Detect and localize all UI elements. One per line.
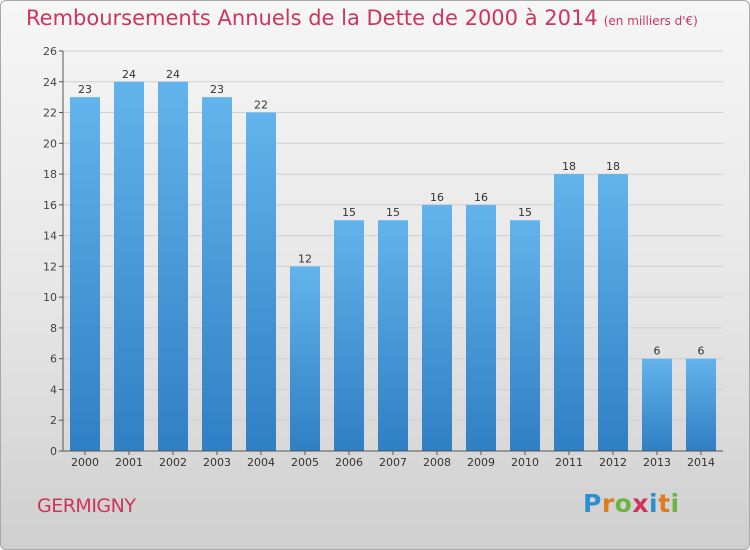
- x-tick-label: 2000: [71, 456, 99, 469]
- bar: [466, 204, 496, 451]
- y-tick-label: 4: [50, 383, 57, 396]
- y-tick-label: 2: [50, 414, 57, 427]
- chart-title-unit: (en milliers d'€): [603, 14, 698, 28]
- x-tick-label: 2001: [115, 456, 143, 469]
- x-tick-label: 2005: [291, 456, 319, 469]
- y-tick-label: 10: [43, 291, 57, 304]
- data-label: 15: [342, 206, 356, 219]
- x-tick-label: 2009: [467, 456, 495, 469]
- data-label: 15: [386, 206, 400, 219]
- y-tick-label: 24: [43, 76, 57, 89]
- x-tick-label: 2003: [203, 456, 231, 469]
- data-label: 15: [518, 206, 532, 219]
- bar: [422, 204, 452, 451]
- bar: [598, 174, 628, 452]
- y-tick-label: 20: [43, 137, 57, 150]
- data-label: 6: [698, 345, 705, 358]
- y-tick-label: 6: [50, 353, 57, 366]
- logo-letter: r: [601, 489, 615, 518]
- y-tick-label: 8: [50, 322, 57, 335]
- y-tick-label: 14: [43, 230, 57, 243]
- data-label: 18: [562, 160, 576, 173]
- y-tick-label: 12: [43, 260, 57, 273]
- proxiti-logo[interactable]: Proxiti: [583, 489, 680, 518]
- x-tick-label: 2012: [599, 456, 627, 469]
- x-tick-label: 2014: [687, 456, 715, 469]
- bar: [554, 174, 584, 452]
- x-tick-label: 2011: [555, 456, 583, 469]
- y-tick-label: 0: [50, 445, 57, 458]
- x-tick-label: 2008: [423, 456, 451, 469]
- bar: [510, 220, 540, 451]
- bar: [246, 112, 276, 452]
- data-label: 23: [210, 83, 224, 96]
- data-label: 16: [430, 191, 444, 204]
- logo-letter: x: [632, 489, 649, 518]
- data-label: 6: [654, 345, 661, 358]
- logo-letter: i: [670, 489, 680, 518]
- y-tick-label: 18: [43, 168, 57, 181]
- bar: [378, 220, 408, 451]
- x-tick-label: 2007: [379, 456, 407, 469]
- data-label: 23: [78, 83, 92, 96]
- bar: [70, 97, 100, 452]
- bar: [686, 358, 716, 451]
- y-tick-label: 22: [43, 107, 57, 120]
- x-tick-label: 2013: [643, 456, 671, 469]
- bar-series: 23 24 24 23 22 12 15 15 16 16 15 18 18 6 6: [70, 68, 716, 452]
- bar: [334, 220, 364, 451]
- logo-letter: t: [658, 489, 671, 518]
- data-label: 12: [298, 252, 312, 265]
- commune-name: GERMIGNY: [37, 495, 136, 517]
- x-tick-label: 2010: [511, 456, 539, 469]
- bar: [642, 358, 672, 451]
- chart-title-main: Remboursements Annuels de la Dette de 20…: [26, 6, 598, 30]
- chart-title: Remboursements Annuels de la Dette de 20…: [26, 6, 698, 30]
- x-tick-label: 2006: [335, 456, 363, 469]
- logo-letter: o: [614, 489, 633, 518]
- bar: [202, 97, 232, 452]
- x-tick-label: 2004: [247, 456, 275, 469]
- data-label: 16: [474, 191, 488, 204]
- logo-letter: P: [583, 489, 602, 518]
- bar: [290, 266, 320, 451]
- data-label: 24: [166, 68, 180, 81]
- x-tick-label: 2002: [159, 456, 187, 469]
- bar: [114, 81, 144, 452]
- y-tick-label: 26: [43, 45, 57, 58]
- data-label: 18: [606, 160, 620, 173]
- data-label: 24: [122, 68, 136, 81]
- logo-letter: i: [649, 489, 659, 518]
- data-label: 22: [254, 99, 268, 112]
- bar: [158, 81, 188, 452]
- y-tick-label: 16: [43, 199, 57, 212]
